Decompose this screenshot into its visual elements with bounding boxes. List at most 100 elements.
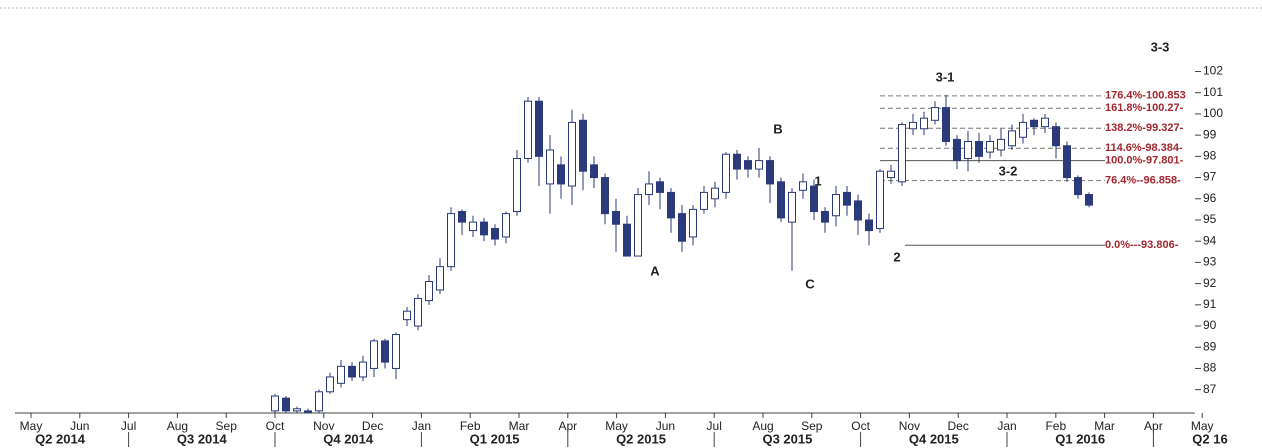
x-tick-label: Aug	[752, 419, 773, 433]
x-tick-label: Sep	[216, 419, 238, 433]
candle-body	[425, 280, 433, 302]
candle-body	[337, 365, 345, 384]
quarter-label: Q4 2014	[323, 431, 374, 446]
x-tick-label: Mar	[509, 419, 530, 433]
quarter-label: Q2 2015	[616, 431, 666, 446]
candle-body	[700, 191, 708, 210]
candle-body	[469, 221, 477, 232]
x-tick-label: Aug	[167, 419, 188, 433]
candle-body	[656, 181, 664, 193]
x-tick-label: Jul	[707, 419, 722, 433]
quarter-label: Q1 2015	[470, 431, 520, 446]
candle-body	[887, 170, 895, 179]
candle-body	[920, 117, 928, 130]
y-tick-label: 94	[1203, 233, 1217, 247]
candle-body	[667, 191, 675, 219]
x-tick-label: Jun	[70, 419, 89, 433]
candle-body	[590, 164, 598, 179]
x-tick-label: May	[1191, 419, 1214, 433]
annotation: 2	[893, 249, 900, 264]
candle-body	[942, 107, 950, 143]
y-tick-label: 100	[1203, 106, 1223, 120]
y-tick-label: 95	[1203, 212, 1217, 226]
annotation: B	[773, 121, 782, 136]
fib-label: 176.4%-100.853	[1105, 90, 1186, 102]
candle-body	[755, 160, 763, 170]
y-tick-label: 91	[1203, 297, 1217, 311]
annotation: A	[650, 263, 660, 278]
y-tick-label: 99	[1203, 127, 1217, 141]
candle-body	[678, 213, 686, 242]
x-tick-label: May	[605, 419, 628, 433]
x-tick-label: Nov	[899, 419, 920, 433]
candle-body	[546, 149, 554, 185]
candle-body	[810, 185, 818, 212]
candle-body	[392, 334, 400, 369]
fib-label: 76.4%--96.858-	[1105, 174, 1181, 186]
quarter-label: Q2 2014	[35, 431, 86, 446]
quarter-label: Q3 2015	[762, 431, 812, 446]
x-tick-label: Dec	[948, 419, 969, 433]
fib-label: 138.2%-99.327-	[1105, 122, 1184, 134]
candle-body	[821, 211, 829, 223]
x-tick-label: Sep	[801, 419, 823, 433]
annotation: 3-1	[936, 69, 955, 84]
candle-body	[832, 194, 840, 217]
x-tick-label: Feb	[460, 419, 481, 433]
candle-body	[315, 391, 323, 412]
x-tick-label: Feb	[1045, 419, 1066, 433]
candle-body	[326, 376, 334, 393]
fib-label: 161.8%-100.27-	[1105, 102, 1184, 114]
fib-label: 100.0%-97.801-	[1105, 154, 1184, 166]
candle-body	[909, 121, 917, 130]
y-tick-label: 101	[1203, 85, 1223, 99]
x-tick-label: Oct	[851, 419, 870, 433]
candle-body	[348, 365, 356, 378]
candle-body	[777, 181, 785, 219]
y-tick-label: 97	[1203, 170, 1217, 184]
candle-body	[975, 141, 983, 157]
candle-body	[997, 138, 1005, 151]
fib-label: 114.6%-98.384-	[1105, 142, 1183, 154]
quarter-label: Q3 2014	[177, 431, 228, 446]
fib-label: 0.0%---93.806-	[1105, 239, 1179, 251]
x-tick-label: Jan	[997, 419, 1016, 433]
annotation: 1	[814, 173, 821, 188]
candle-body	[1074, 177, 1082, 196]
y-tick-label: 96	[1203, 191, 1217, 205]
y-tick-label: 98	[1203, 149, 1217, 163]
x-tick-label: Nov	[313, 419, 334, 433]
x-tick-label: Jan	[412, 419, 431, 433]
candle-body	[931, 107, 939, 121]
candle-body	[799, 181, 807, 191]
candle-body	[579, 119, 587, 172]
candle-body	[414, 297, 422, 327]
candle-body	[843, 191, 851, 206]
candle-body	[1052, 126, 1060, 147]
candle-body	[1041, 117, 1049, 128]
candle-body	[480, 221, 488, 236]
candle-body	[634, 194, 642, 257]
quarter-label: Q4 2015	[909, 431, 959, 446]
annotation: 3-3	[1151, 39, 1170, 54]
candle-body	[1085, 194, 1093, 206]
candle-body	[689, 208, 697, 238]
candle-body	[568, 121, 576, 187]
candle-body	[1008, 130, 1016, 147]
candle-body	[854, 200, 862, 221]
candle-body	[458, 211, 466, 223]
x-tick-label: Jul	[121, 419, 136, 433]
candle-body	[271, 395, 279, 412]
candle-body	[711, 187, 719, 200]
y-tick-label: 89	[1203, 339, 1217, 353]
candle-body	[381, 340, 389, 363]
candle-body	[612, 211, 620, 225]
candle-body	[623, 223, 631, 257]
candle-body	[557, 164, 565, 185]
candle-body	[535, 100, 543, 157]
candle-body	[1019, 121, 1027, 138]
quarter-label: Q2 16	[1192, 431, 1227, 446]
candle-body	[898, 124, 906, 183]
